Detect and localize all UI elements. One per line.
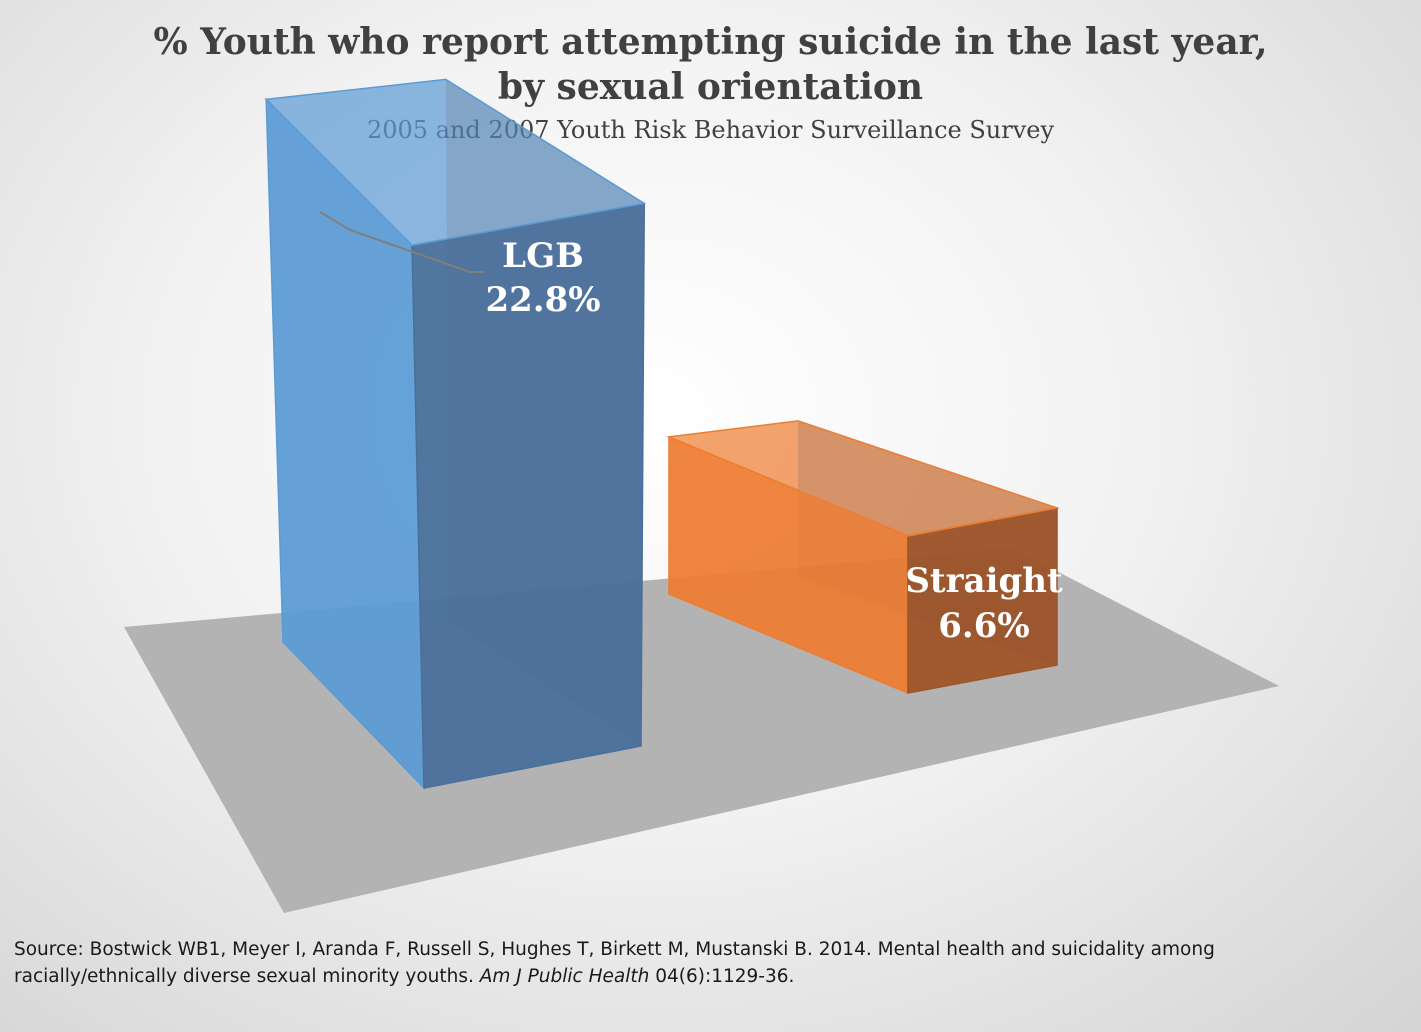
source-note: Source: Bostwick WB1, Meyer I, Aranda F,… — [14, 936, 1314, 990]
bar-top-face — [264, 78, 647, 247]
value-label-straight: 6.6% — [938, 606, 1029, 646]
value-label-lgb: 22.8% — [485, 280, 600, 320]
bar-top-face — [666, 420, 1060, 537]
bar-straight — [666, 420, 1060, 695]
source-text: Source: Bostwick WB1, Meyer I, Aranda F,… — [14, 939, 1215, 987]
bar-lgb — [264, 78, 647, 790]
source-journal: Am J Public Health — [479, 966, 650, 987]
chart-title: % Youth who report attempting suicide in… — [153, 21, 1268, 108]
category-label-lgb: LGB — [502, 236, 584, 276]
source-details: 04(6):1129-36. — [649, 966, 795, 987]
category-label-straight: Straight — [905, 561, 1063, 601]
bars-group — [264, 78, 1060, 790]
leader-line — [319, 211, 484, 273]
